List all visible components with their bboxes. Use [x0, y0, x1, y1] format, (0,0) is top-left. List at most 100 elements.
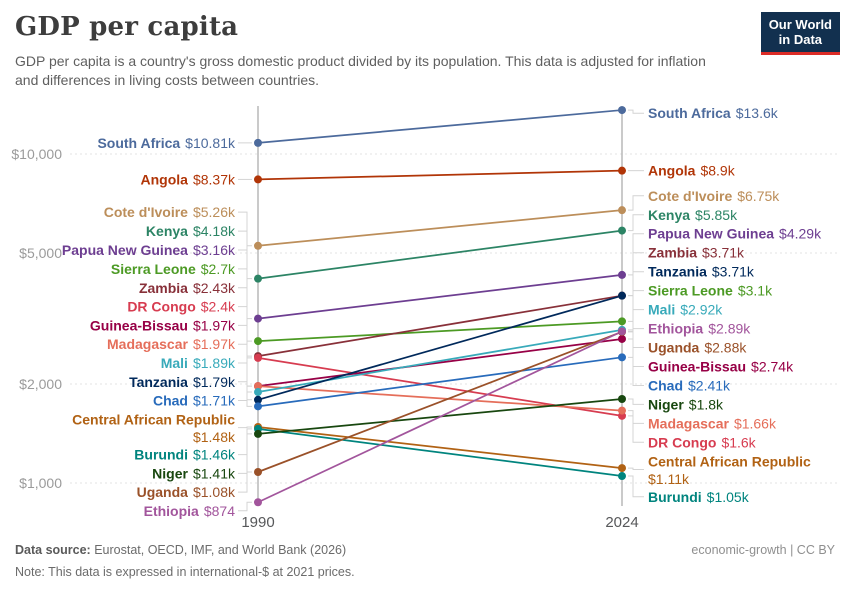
data-point-2024[interactable] [618, 166, 626, 175]
series-label-right[interactable]: DR Congo $1.6k [648, 434, 757, 450]
owid-logo[interactable]: Our World in Data [760, 12, 840, 55]
data-point-1990[interactable] [254, 402, 262, 411]
series-label-right[interactable]: Burundi $1.05k [648, 489, 750, 505]
owid-logo-line1: Our World [768, 17, 832, 32]
slope-line-chad[interactable] [257, 356, 623, 408]
data-point-2024[interactable] [618, 270, 626, 279]
data-point-1990[interactable] [254, 353, 262, 362]
series-label-right[interactable]: Zambia $3.71k [648, 245, 745, 261]
series-label-left[interactable]: Central African Republic $1.48k [72, 412, 236, 446]
label-connector [238, 287, 252, 357]
series-label-left[interactable]: Sierra Leone $2.7k [111, 261, 236, 277]
data-point-2024[interactable] [618, 353, 626, 362]
label-connector [628, 410, 644, 424]
x-tick-label: 1990 [241, 514, 274, 531]
label-connector [238, 501, 252, 512]
label-connector [628, 338, 644, 368]
slope-line-tanzania[interactable] [257, 294, 623, 401]
data-point-2024[interactable] [618, 395, 626, 404]
slope-line-zambia[interactable] [257, 294, 623, 357]
series-label-right[interactable]: Tanzania $3.71k [648, 264, 755, 280]
slope-line-central-african-republic[interactable] [257, 426, 623, 469]
label-connector [628, 356, 644, 386]
series-label-right[interactable]: Mali $2.92k [648, 302, 723, 318]
series-label-right[interactable]: Kenya $5.85k [648, 207, 738, 223]
slope-line-madagascar[interactable] [257, 385, 623, 412]
series-label-left[interactable]: Madagascar $1.97k [107, 336, 236, 352]
data-point-2024[interactable] [618, 472, 626, 481]
data-point-1990[interactable] [254, 138, 262, 147]
data-point-2024[interactable] [618, 327, 626, 336]
series-label-right[interactable]: Cote d'Ivoire $6.75k [648, 188, 780, 204]
attribution[interactable]: economic-growth | CC BY [691, 543, 835, 557]
slope-line-papua-new-guinea[interactable] [257, 274, 623, 320]
label-connector [628, 109, 644, 114]
slope-line-south-africa[interactable] [257, 109, 623, 144]
series-label-left[interactable]: Burundi $1.46k [134, 447, 236, 463]
series-label-right[interactable]: South Africa $13.6k [648, 105, 779, 121]
series-label-left[interactable]: Kenya $4.18k [146, 223, 236, 239]
series-label-right[interactable]: Sierra Leone $3.1k [648, 283, 773, 299]
series-label-left[interactable]: Mali $1.89k [161, 355, 236, 371]
data-point-1990[interactable] [254, 337, 262, 346]
label-connector [238, 471, 252, 493]
series-label-left[interactable]: Tanzania $1.79k [129, 374, 236, 390]
series-label-left[interactable]: Chad $1.71k [153, 393, 236, 409]
data-point-1990[interactable] [254, 274, 262, 283]
slope-line-burundi[interactable] [257, 428, 623, 477]
data-point-1990[interactable] [254, 429, 262, 438]
series-label-left[interactable]: Papua New Guinea $3.16k [62, 242, 236, 258]
series-label-left[interactable]: Cote d'Ivoire $5.26k [104, 204, 236, 220]
series-label-right[interactable]: Ethiopia $2.89k [648, 321, 751, 337]
series-label-right[interactable]: Chad $2.41k [648, 377, 731, 393]
data-point-2024[interactable] [618, 464, 626, 473]
series-label-left[interactable]: Ethiopia $874 [144, 503, 236, 519]
data-point-1990[interactable] [254, 468, 262, 477]
data-point-1990[interactable] [254, 175, 262, 184]
slope-line-cote-d-ivoire[interactable] [257, 209, 623, 247]
y-tick-label: $10,000 [11, 146, 62, 162]
slope-line-guinea-bissau[interactable] [257, 338, 623, 387]
data-point-1990[interactable] [254, 395, 262, 404]
series-label-left[interactable]: Angola $8.37k [141, 171, 236, 187]
series-label-right[interactable]: Uganda $2.88k [648, 340, 747, 356]
data-source-label: Data source: [15, 543, 91, 557]
slope-line-mali[interactable] [257, 329, 623, 393]
y-tick-label: $5,000 [19, 245, 62, 261]
data-point-1990[interactable] [254, 241, 262, 250]
series-label-left[interactable]: Niger $1.41k [152, 465, 236, 481]
data-point-2024[interactable] [618, 106, 626, 115]
slope-line-kenya[interactable] [257, 229, 623, 280]
data-point-2024[interactable] [618, 334, 626, 343]
data-point-2024[interactable] [618, 406, 626, 415]
data-point-2024[interactable] [618, 226, 626, 235]
data-point-1990[interactable] [254, 388, 262, 397]
series-label-left[interactable]: Uganda $1.08k [137, 484, 236, 500]
slope-line-sierra-leone[interactable] [257, 320, 623, 342]
data-point-1990[interactable] [254, 498, 262, 507]
data-point-1990[interactable] [254, 314, 262, 323]
series-label-right[interactable]: Central African Republic $1.11k [648, 454, 811, 488]
series-label-left[interactable]: DR Congo $2.4k [127, 299, 236, 315]
data-source-text: Eurostat, OECD, IMF, and World Bank (202… [90, 543, 347, 557]
series-label-left[interactable]: South Africa $10.81k [97, 135, 236, 151]
series-label-left[interactable]: Guinea-Bissau $1.97k [90, 317, 236, 333]
data-point-2024[interactable] [618, 206, 626, 215]
series-label-right[interactable]: Guinea-Bissau $2.74k [648, 359, 794, 375]
label-connector [628, 233, 644, 276]
slope-line-angola[interactable] [257, 169, 623, 181]
series-label-right[interactable]: Niger $1.8k [648, 396, 724, 412]
slope-line-uganda[interactable] [257, 331, 623, 473]
label-connector [238, 230, 252, 280]
data-point-2024[interactable] [618, 317, 626, 326]
series-label-left[interactable]: Zambia $2.43k [139, 280, 236, 296]
slope-line-ethiopia[interactable] [257, 330, 623, 504]
series-label-right[interactable]: Angola $8.9k [648, 163, 736, 179]
data-point-2024[interactable] [618, 291, 626, 300]
label-connector [628, 290, 644, 322]
series-label-right[interactable]: Papua New Guinea $4.29k [648, 226, 822, 242]
series-label-right[interactable]: Madagascar $1.66k [648, 415, 777, 431]
data-point-1990[interactable] [254, 382, 262, 391]
label-connector [238, 426, 252, 429]
